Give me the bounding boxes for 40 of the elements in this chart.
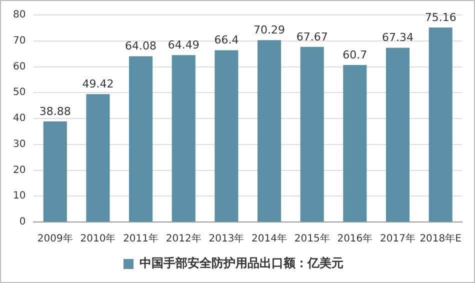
data-label: 64.49 xyxy=(168,38,200,52)
x-tick-label: 2010年 xyxy=(80,232,116,245)
bar xyxy=(428,28,452,222)
bar xyxy=(214,50,238,222)
x-tick-label: 2018年E xyxy=(420,232,462,245)
data-label: 49.42 xyxy=(82,77,114,90)
x-tick-label: 2013年 xyxy=(208,232,244,245)
x-tick-label: 2009年 xyxy=(37,232,73,245)
x-tick-label: 2017年 xyxy=(380,232,416,245)
data-label: 67.34 xyxy=(382,31,414,44)
y-tick-label: 30 xyxy=(12,138,26,150)
bar xyxy=(172,55,196,222)
y-tick-label: 50 xyxy=(12,87,26,98)
y-tick-label: 10 xyxy=(12,190,26,202)
y-tick-label: 40 xyxy=(12,113,26,124)
y-tick-label: 0 xyxy=(19,216,26,228)
bar xyxy=(86,94,110,222)
bar xyxy=(129,56,153,222)
y-tick-label: 60 xyxy=(12,61,26,72)
y-tick-label: 20 xyxy=(12,164,26,176)
y-tick-label: 70 xyxy=(12,35,26,46)
data-label: 70.29 xyxy=(254,23,286,36)
bar xyxy=(43,121,67,222)
x-tick-label: 2011年 xyxy=(123,232,159,245)
data-label: 64.08 xyxy=(125,40,157,53)
x-tick-label: 2016年 xyxy=(337,232,373,245)
data-label: 38.88 xyxy=(39,104,71,118)
y-tick-label: 80 xyxy=(12,10,26,21)
data-label: 75.16 xyxy=(424,10,456,24)
x-tick-label: 2015年 xyxy=(294,232,330,245)
data-label: 66.4 xyxy=(214,34,239,47)
data-label: 67.67 xyxy=(296,30,328,44)
x-tick-label: 2014年 xyxy=(252,232,288,245)
bar xyxy=(343,64,367,222)
bar xyxy=(386,48,410,222)
x-tick-label: 2012年 xyxy=(166,232,202,245)
legend-label: 中国手部安全防护用品出口额：亿美元 xyxy=(140,256,344,270)
bar xyxy=(258,40,282,222)
bar xyxy=(300,46,324,222)
data-label: 60.7 xyxy=(342,48,368,62)
